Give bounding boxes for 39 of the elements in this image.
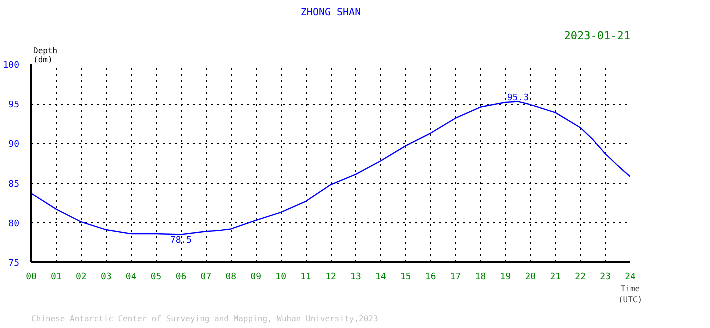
x-tick-label: 13 [350, 272, 362, 282]
x-tick-label: 11 [300, 272, 312, 282]
x-tick-label: 12 [326, 272, 336, 282]
x-tick-label: 10 [276, 272, 287, 282]
x-tick-label: 23 [600, 272, 611, 282]
x-tick-label: 18 [475, 272, 486, 282]
y-tick-label: 95 [8, 100, 20, 111]
y-tick-label: 85 [8, 180, 20, 190]
annotation: 78.5 [170, 236, 192, 246]
x-tick-label: 17 [450, 272, 462, 282]
y-axis-title: Depth (dm) [34, 46, 58, 64]
y-tick-label: 90 [8, 140, 20, 150]
x-tick-label: 21 [550, 272, 562, 282]
x-axis-title: Time (UTC) [618, 284, 643, 304]
x-tick-label: 09 [250, 272, 262, 282]
x-tick-label: 00 [26, 272, 37, 282]
x-tick-label: 08 [226, 272, 237, 282]
x-tick-label: 02 [76, 272, 87, 282]
x-tick-label: 03 [100, 272, 112, 282]
x-tick-label: 24 [625, 272, 636, 282]
chart-subtitle: 2023-01-21 [564, 30, 631, 42]
y-tick-label: 80 [8, 219, 20, 230]
x-tick-label: 06 [176, 272, 187, 282]
line-series [32, 101, 630, 236]
x-tick-label: 07 [200, 272, 212, 282]
chart-title: ZHONG SHAN [300, 8, 362, 18]
x-tick-label: 14 [376, 272, 386, 282]
y-tick-label: 75 [8, 259, 20, 269]
y-tick-label: 100 [3, 61, 20, 71]
text: Chinese Antarctic Center of Surveying and Mapping, Wuhan University,2023 [32, 314, 378, 324]
x-tick-label: 19 [500, 272, 512, 282]
x-tick-label: 20 [525, 272, 536, 282]
x-tick-label: 15 [400, 272, 412, 282]
x-tick-label: 16 [425, 272, 436, 282]
x-tick-label: 01 [51, 272, 62, 282]
x-tick-label: 04 [126, 272, 137, 282]
annotation: 95.3 [507, 94, 530, 104]
x-tick-label: 05 [150, 272, 162, 282]
x-tick-label: 22 [575, 272, 586, 282]
